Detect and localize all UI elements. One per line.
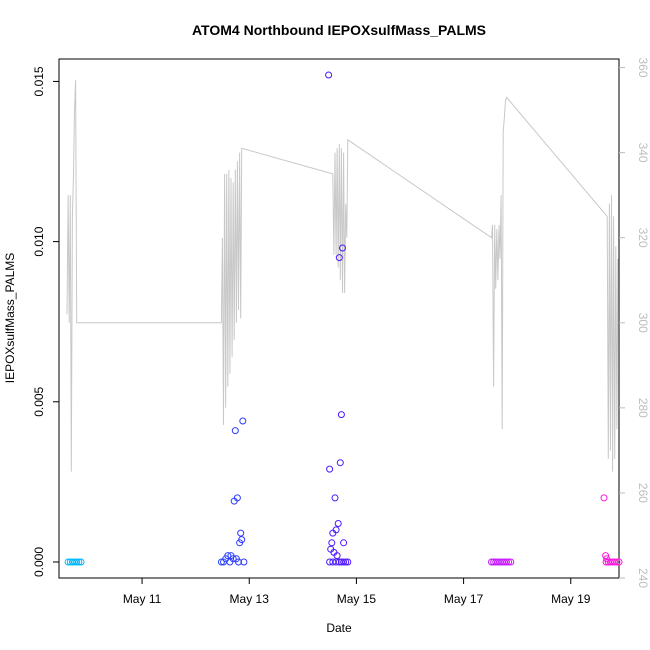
data-point: [235, 558, 242, 566]
data-point: [611, 558, 619, 566]
data-point: [613, 558, 621, 566]
chart-title: ATOM4 Northbound IEPOXsulfMass_PALMS: [192, 22, 486, 38]
y-axis: 0.000 0.005 0.010 0.015: [32, 66, 59, 577]
data-point: [332, 526, 340, 534]
x-tick-label: May 13: [230, 592, 270, 606]
x-axis-label: Date: [326, 621, 352, 635]
data-point: [229, 555, 237, 563]
data-point: [237, 529, 245, 537]
data-point: [340, 539, 348, 547]
data-point: [342, 558, 350, 566]
data-point: [334, 520, 342, 527]
y2-tick-label: 260: [636, 483, 650, 503]
secondary-series: [66, 80, 619, 472]
data-point: [505, 558, 513, 566]
data-point: [238, 536, 246, 544]
data-point: [73, 558, 81, 566]
y-tick-label: 0.010: [32, 226, 46, 256]
data-point: [600, 494, 608, 502]
data-point: [507, 558, 515, 566]
data-point: [337, 411, 345, 419]
y2-tick-label: 340: [636, 143, 650, 163]
data-point: [233, 494, 241, 502]
data-point: [325, 71, 333, 79]
x-tick-label: May 15: [337, 592, 377, 606]
data-point: [335, 254, 343, 262]
x-tick-label: May 11: [123, 592, 162, 606]
y2-tick-label: 280: [636, 398, 650, 418]
data-point: [331, 494, 339, 502]
secondary-line: [66, 80, 619, 472]
data-point: [333, 552, 341, 560]
x-tick-label: May 19: [551, 592, 591, 606]
data-point: [328, 539, 336, 547]
data-point: [339, 244, 346, 252]
x-axis: May 11 May 13 May 15 May 17 May 19: [123, 578, 591, 606]
data-point: [231, 427, 239, 435]
y2-axis: 240 260 280 300 320 340 360: [619, 57, 650, 588]
y-axis-label: IEPOXsulfMass_PALMS: [3, 253, 17, 384]
y2-tick-label: 360: [636, 57, 650, 77]
y2-tick-label: 320: [636, 228, 650, 248]
plot-frame: [58, 58, 620, 579]
data-point: [240, 558, 248, 566]
data-point: [336, 459, 344, 467]
y2-tick-label: 240: [636, 568, 650, 588]
data-points: [64, 71, 623, 566]
x-tick-label: May 17: [444, 592, 484, 606]
y-tick-label: 0.005: [32, 386, 46, 416]
data-point: [75, 558, 83, 566]
data-point: [332, 558, 340, 566]
y-tick-label: 0.015: [32, 66, 46, 96]
data-point: [615, 558, 623, 566]
data-point: [340, 558, 348, 566]
data-point: [77, 558, 85, 566]
data-point: [326, 465, 334, 473]
data-point: [224, 552, 232, 560]
y2-tick-label: 300: [636, 313, 650, 333]
data-point: [239, 417, 247, 425]
y-tick-label: 0.000: [32, 547, 46, 577]
data-point: [503, 558, 510, 566]
data-point: [344, 558, 352, 566]
